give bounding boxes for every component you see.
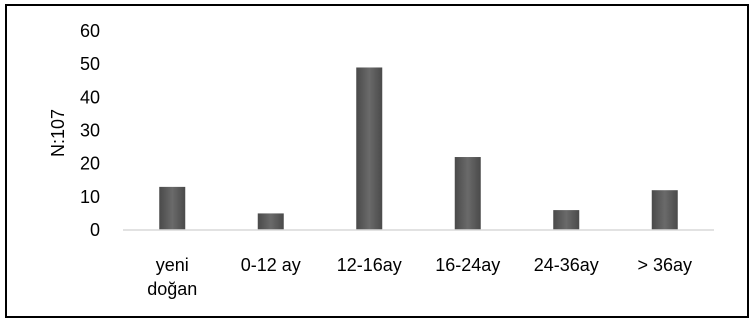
y-tick-label: 60	[80, 21, 100, 41]
category-labels: yeni doğan 0-12 ay 12-16ay 16-24ay 24-36ay > 3…	[147, 255, 692, 299]
y-tick-label: 10	[80, 187, 100, 207]
x-tick-label: 16-24ay	[435, 255, 500, 275]
bar	[454, 157, 481, 230]
y-axis-ticks: 0 10 20 30 40 50 60	[80, 21, 100, 240]
x-tick-label: 12-16ay	[337, 255, 402, 275]
bars	[159, 67, 678, 230]
bar	[159, 186, 186, 230]
bar	[257, 213, 284, 230]
y-axis-title: N:107	[48, 109, 68, 157]
bar	[651, 190, 678, 230]
y-tick-label: 30	[80, 121, 100, 141]
x-tick-label: 0-12 ay	[241, 255, 301, 275]
y-tick-label: 20	[80, 154, 100, 174]
y-tick-label: 50	[80, 54, 100, 74]
x-tick-label: > 36ay	[637, 255, 692, 275]
x-tick-label: 24-36ay	[534, 255, 599, 275]
bar	[553, 210, 580, 230]
y-tick-label: 40	[80, 87, 100, 107]
bar	[356, 67, 383, 230]
x-tick-label: yeni doğan	[147, 255, 197, 299]
y-tick-label: 0	[90, 220, 100, 240]
